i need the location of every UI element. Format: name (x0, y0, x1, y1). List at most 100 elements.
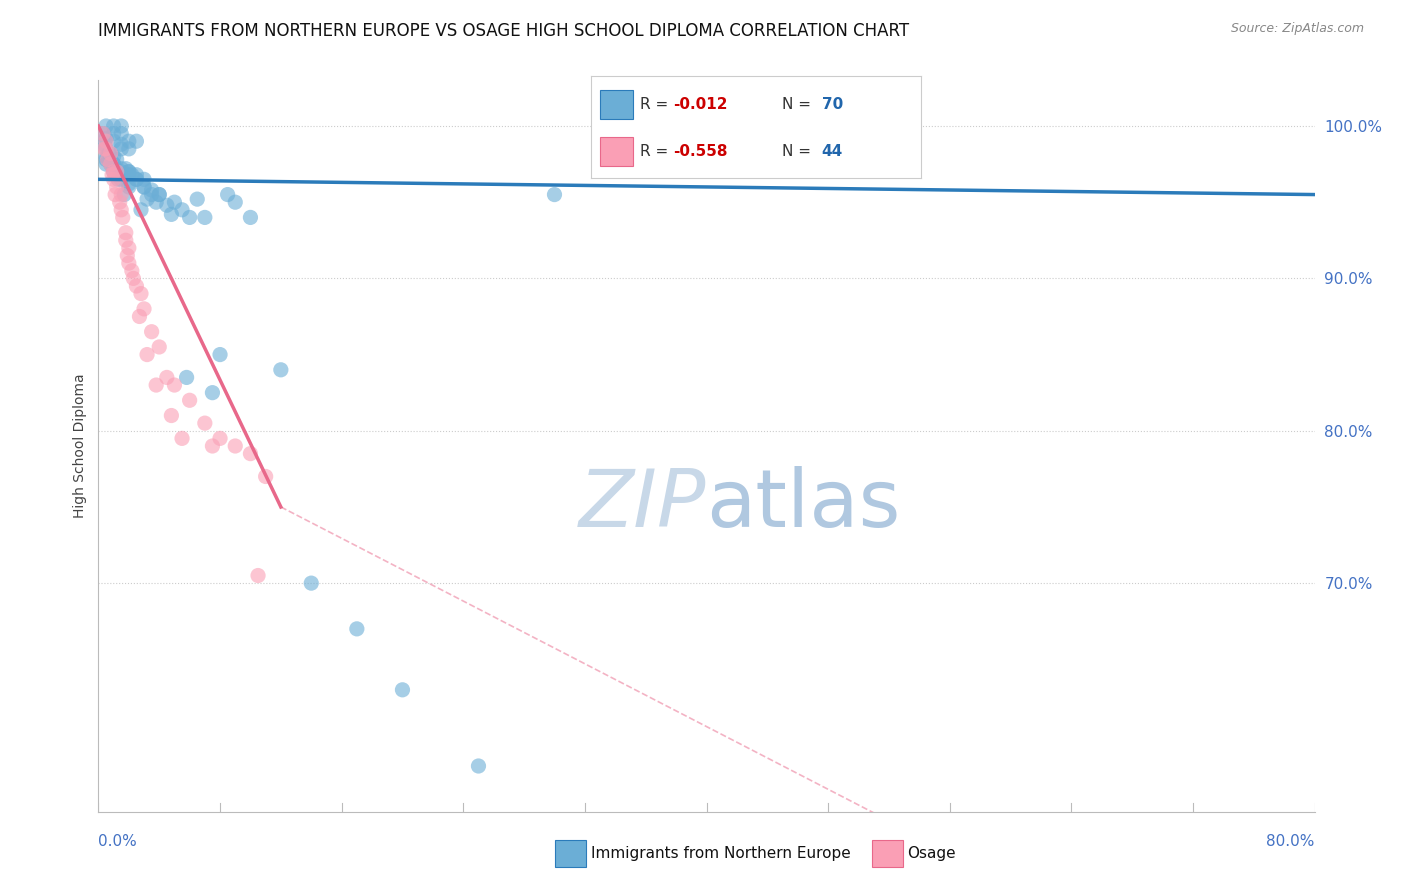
Point (163, 378, 186, 392)
Point (543, 187, 565, 202)
Text: 44: 44 (821, 145, 844, 160)
Point (94, 149, 117, 163)
Point (160, 409, 183, 423)
Point (118, 180, 141, 194)
Point (467, 759, 489, 773)
Point (107, 172, 129, 186)
Point (117, 248, 139, 262)
Point (112, 187, 135, 202)
Point (179, 393, 201, 408)
Point (103, 119, 125, 133)
Point (132, 180, 155, 194)
Point (160, 207, 183, 221)
Point (346, 622, 368, 636)
Point (105, 153, 128, 167)
Point (100, 157, 122, 171)
Bar (600, 90, 634, 119)
Point (94, 153, 117, 167)
Point (179, 211, 201, 225)
Text: ZIP: ZIP (579, 466, 707, 543)
Text: atlas: atlas (707, 466, 901, 543)
Point (118, 165, 141, 179)
Text: -0.558: -0.558 (673, 145, 728, 160)
Point (125, 172, 148, 186)
Point (170, 431, 193, 445)
Point (96, 153, 118, 167)
Point (103, 165, 125, 179)
Point (176, 370, 198, 384)
Text: R =: R = (640, 145, 673, 160)
Point (103, 157, 125, 171)
Point (170, 202, 193, 217)
Point (118, 177, 141, 191)
Point (94, 157, 117, 171)
Point (94, 142, 117, 156)
Point (100, 157, 122, 171)
Point (93, 137, 115, 152)
Point (156, 370, 179, 384)
Point (391, 682, 413, 697)
Point (145, 195, 167, 210)
Point (94, 134, 117, 148)
Point (114, 226, 136, 240)
Point (141, 325, 163, 339)
Point (247, 568, 270, 582)
Point (254, 469, 277, 483)
Point (94, 131, 117, 145)
Point (145, 378, 167, 392)
Point (163, 195, 186, 210)
Point (125, 279, 148, 293)
Point (136, 192, 159, 206)
Point (94, 142, 117, 156)
Point (110, 187, 132, 202)
Point (224, 439, 246, 453)
Point (128, 310, 150, 324)
Point (118, 168, 141, 182)
Point (103, 149, 125, 163)
Point (125, 168, 148, 182)
Point (118, 134, 141, 148)
Point (132, 301, 155, 316)
Point (148, 187, 170, 202)
Point (209, 431, 232, 445)
Point (148, 340, 170, 354)
Point (772, 119, 794, 133)
Point (125, 172, 148, 186)
Point (136, 348, 159, 362)
Point (201, 439, 224, 453)
Point (110, 172, 132, 186)
Point (111, 211, 134, 225)
Point (101, 168, 124, 182)
Point (110, 119, 132, 133)
Text: Source: ZipAtlas.com: Source: ZipAtlas.com (1230, 22, 1364, 36)
Point (110, 165, 132, 179)
Text: N =: N = (782, 145, 815, 160)
Point (98, 146, 121, 161)
Text: Immigrants from Northern Europe: Immigrants from Northern Europe (591, 847, 851, 861)
Point (103, 157, 125, 171)
Point (148, 187, 170, 202)
Point (114, 233, 136, 247)
Point (103, 165, 125, 179)
Point (224, 195, 246, 210)
Point (118, 165, 141, 179)
Point (93, 142, 115, 156)
Point (299, 576, 322, 591)
Text: -0.012: -0.012 (673, 97, 728, 112)
Point (156, 198, 179, 212)
Point (110, 161, 132, 176)
Point (110, 142, 132, 156)
Point (194, 416, 217, 430)
Point (110, 137, 132, 152)
Point (114, 161, 136, 176)
Point (239, 211, 262, 225)
Point (141, 183, 163, 197)
Point (129, 202, 152, 217)
Point (186, 192, 208, 206)
Point (217, 187, 239, 202)
Point (91, 127, 114, 141)
Point (132, 172, 155, 186)
Text: 70: 70 (821, 97, 844, 112)
Point (121, 264, 143, 278)
Point (100, 146, 122, 161)
